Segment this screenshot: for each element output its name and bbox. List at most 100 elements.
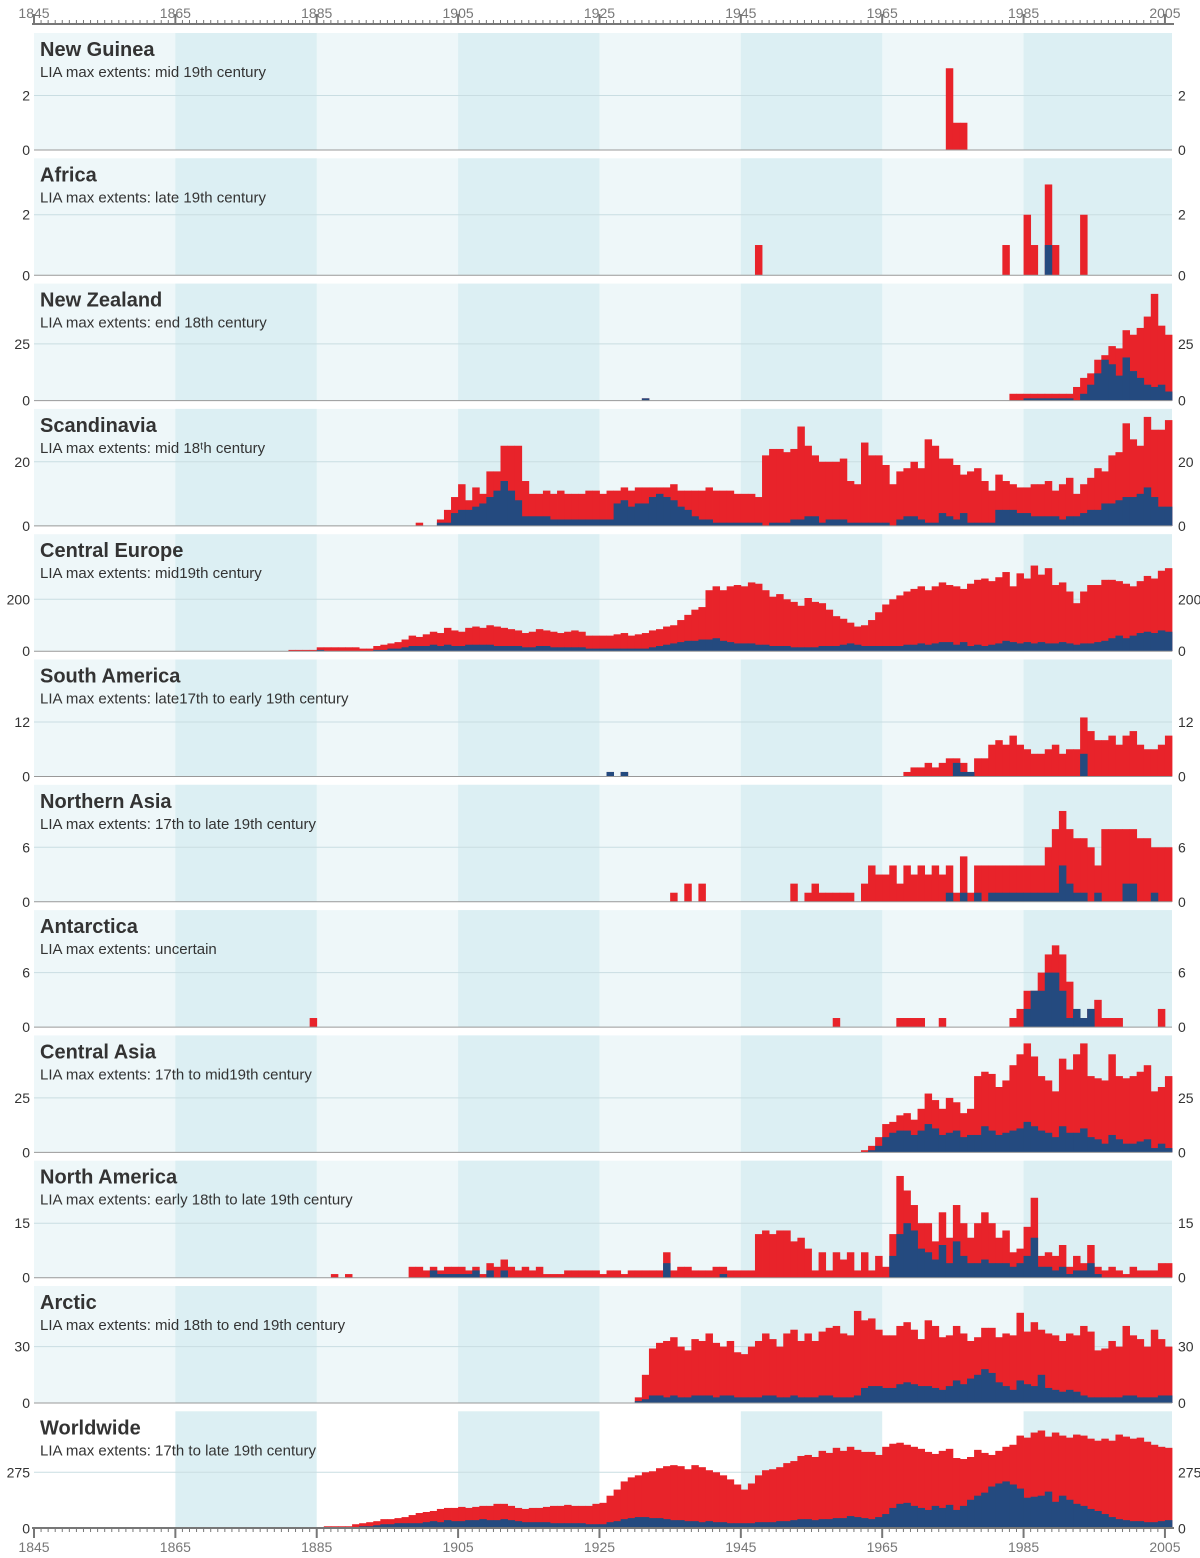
bar-total [917,468,926,526]
panel-south-america: 0 0 12 12 South America LIA max extents: late… [14,659,1194,785]
bar-subset [1016,1263,1024,1278]
bar-total [1108,1440,1116,1529]
panel-title: Central Europe [40,540,183,562]
bar-total [698,1270,706,1278]
bar-total [337,647,346,652]
bar-total [1051,744,1060,777]
y-tick-label-right: 25 [1178,1090,1194,1106]
bar-total [853,1449,862,1529]
bar-subset [903,516,911,526]
bar-subset [988,644,996,652]
bar-total [860,883,869,902]
bar-subset [613,648,622,652]
bar-total [1101,1080,1109,1153]
bar-total [698,1340,706,1403]
bar-subset [677,642,685,652]
bar-subset [747,522,756,526]
bar-subset [1044,516,1053,526]
bar-subset [1094,509,1102,526]
time-band [1023,33,1172,150]
bar-total [1101,829,1109,902]
bar-total [1143,1270,1152,1278]
bar-subset [1073,1391,1081,1403]
bar-total [910,874,918,902]
bar-total [1115,744,1123,777]
bar-total [903,1322,911,1403]
bar-total [995,865,1003,902]
bar-total [1023,578,1032,652]
bar-subset [436,1274,445,1278]
bar-subset [1002,1481,1010,1529]
bar-subset [797,519,805,526]
bar-total [458,484,466,526]
bar-total [663,1466,671,1529]
bar-total [1164,735,1173,777]
bar-subset [712,638,721,652]
bar-total [783,599,791,652]
bar-subset [846,522,855,526]
bar-total [804,1333,812,1403]
bar-total [1143,416,1152,526]
bar-subset [995,1483,1003,1529]
bar-total [1073,1255,1081,1278]
bar-subset [1080,1270,1088,1278]
y-tick-label-left: 2 [22,88,30,104]
bar-total [1157,1339,1166,1403]
y-tick-label-left: 30 [14,1339,30,1355]
bar-total [663,626,671,652]
bar-total [825,1327,834,1403]
y-tick-label-left: 2 [22,207,30,223]
bar-total [896,1175,904,1278]
bar-total [1129,586,1138,652]
bar-subset [1080,1505,1088,1529]
bar-total [754,245,763,276]
bar-subset [436,646,445,652]
bar-subset [1009,509,1017,526]
bar-total [754,497,763,526]
bar-subset [1037,516,1046,526]
bar-subset [1073,1008,1081,1028]
bar-total [1143,575,1152,652]
bar-subset [1044,892,1053,902]
bar-subset [648,497,657,526]
bar-subset [769,522,777,526]
bar-total [1058,1435,1067,1529]
bar-subset [1136,1397,1145,1403]
panel-subtitle: LIA max extents: uncertain [40,941,217,958]
bar-total [1150,1270,1159,1278]
bar-total [917,767,926,777]
bar-subset [691,640,699,652]
bar-total [1065,393,1074,401]
bar-subset [733,1523,742,1529]
bar-total [769,1469,777,1529]
bar-subset [422,646,431,652]
bar-subset [500,1270,508,1278]
bar-total [1129,829,1138,902]
bar-total [352,1524,360,1529]
bar-subset [853,644,862,652]
bar-subset [1044,1491,1053,1529]
bar-total [1136,1071,1145,1153]
panel-subtitle: LIA max extents: late17th to early 19th … [40,691,349,708]
bar-subset [903,1130,911,1153]
bar-subset [648,1518,657,1529]
x-tick-label: 1845 [18,1539,49,1555]
bar-subset [747,1397,756,1403]
bar-subset [1108,1397,1116,1403]
bar-subset [1073,516,1081,526]
bar-total [606,1495,615,1529]
x-tick-label: 1885 [301,5,332,21]
bar-total [458,1506,466,1529]
bar-subset [500,646,508,652]
bar-total [359,648,367,652]
bar-total [507,629,516,652]
bar-total [952,586,961,652]
bar-subset [790,647,798,652]
bar-subset [1115,1397,1123,1403]
bar-total [1115,1346,1123,1403]
bar-subset [938,1245,947,1278]
bar-total [1108,1054,1116,1153]
bar-total [295,649,303,652]
bar-total [1051,1091,1060,1153]
bar-subset [995,1263,1003,1278]
